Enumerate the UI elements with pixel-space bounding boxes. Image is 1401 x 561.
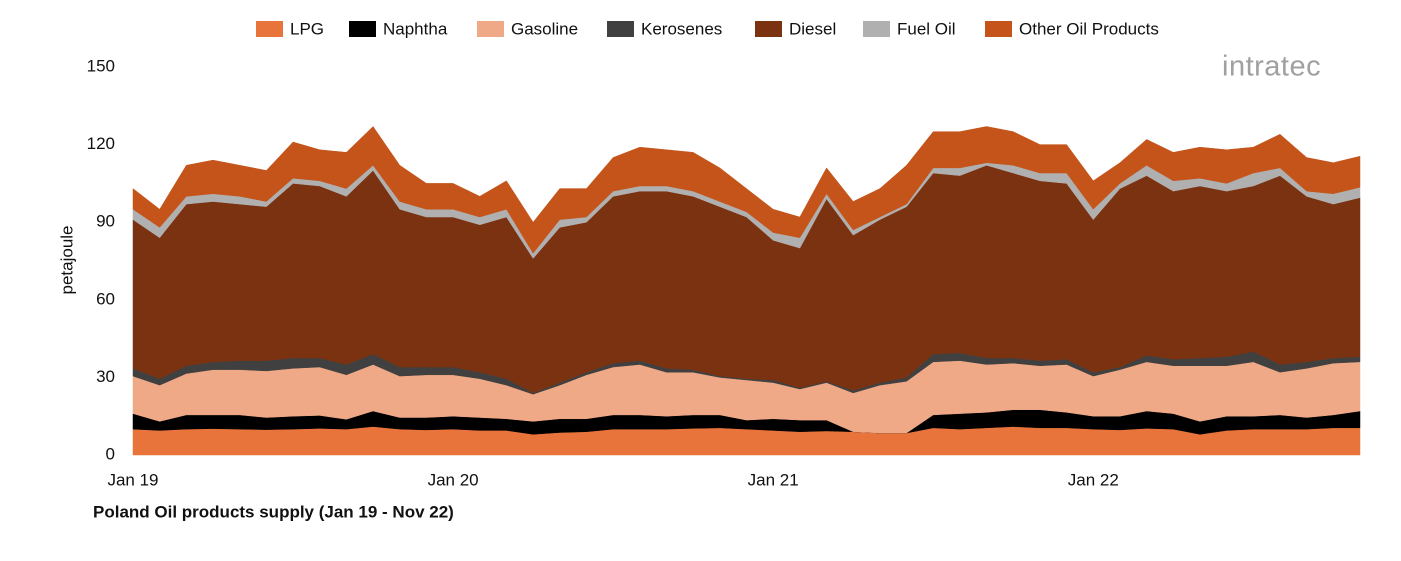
logo: intratec bbox=[1222, 51, 1321, 83]
legend-label: Gasoline bbox=[511, 19, 578, 38]
legend-swatch bbox=[985, 21, 1012, 37]
legend-label: Naphtha bbox=[383, 19, 448, 38]
legend-swatch bbox=[755, 21, 782, 37]
x-tick-label: Jan 22 bbox=[1068, 470, 1119, 489]
legend-swatch bbox=[477, 21, 504, 37]
legend-label: Other Oil Products bbox=[1019, 19, 1159, 38]
y-tick-label: 90 bbox=[96, 212, 115, 231]
legend-swatch bbox=[256, 21, 283, 37]
legend-label: Diesel bbox=[789, 19, 836, 38]
legend-label: Kerosenes bbox=[641, 19, 722, 38]
area bbox=[132, 426, 1361, 456]
y-tick-label: 60 bbox=[96, 289, 115, 308]
legend-swatch bbox=[349, 21, 376, 37]
x-tick-label: Jan 20 bbox=[428, 470, 479, 489]
legend-label: LPG bbox=[290, 19, 324, 38]
y-tick-label: 0 bbox=[106, 444, 115, 463]
legend-label: Fuel Oil bbox=[897, 19, 956, 38]
y-tick-label: 150 bbox=[87, 56, 115, 75]
x-tick-label: Jan 21 bbox=[748, 470, 799, 489]
x-tick-label: Jan 19 bbox=[107, 470, 158, 489]
chart-title: Poland Oil products supply (Jan 19 - Nov… bbox=[93, 502, 454, 521]
y-axis-label: petajoule bbox=[57, 225, 76, 294]
legend-swatch bbox=[863, 21, 890, 37]
plot-area bbox=[132, 126, 1361, 456]
area bbox=[132, 126, 1361, 254]
y-tick-label: 120 bbox=[87, 134, 115, 153]
y-tick-label: 30 bbox=[96, 367, 115, 386]
legend-swatch bbox=[607, 21, 634, 37]
